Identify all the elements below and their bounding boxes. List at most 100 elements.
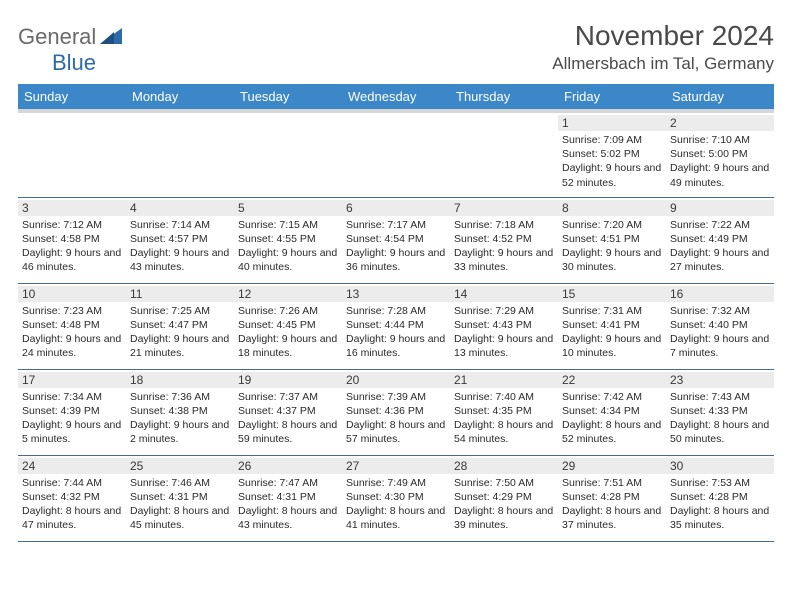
sunset-text: Sunset: 4:57 PM <box>130 232 230 246</box>
day-details: Sunrise: 7:36 AMSunset: 4:38 PMDaylight:… <box>130 390 230 447</box>
day-details: Sunrise: 7:20 AMSunset: 4:51 PMDaylight:… <box>562 218 662 275</box>
day-cell <box>18 111 126 197</box>
sunrise-text: Sunrise: 7:12 AM <box>22 218 122 232</box>
sunrise-text: Sunrise: 7:47 AM <box>238 476 338 490</box>
week-row: 24Sunrise: 7:44 AMSunset: 4:32 PMDayligh… <box>18 455 774 541</box>
logo-triangle-icon <box>100 26 122 49</box>
daylight-text: Daylight: 8 hours and 45 minutes. <box>130 504 230 532</box>
day-details: Sunrise: 7:25 AMSunset: 4:47 PMDaylight:… <box>130 304 230 361</box>
sunset-text: Sunset: 4:51 PM <box>562 232 662 246</box>
sunset-text: Sunset: 4:33 PM <box>670 404 770 418</box>
day-details: Sunrise: 7:32 AMSunset: 4:40 PMDaylight:… <box>670 304 770 361</box>
sunset-text: Sunset: 4:31 PM <box>238 490 338 504</box>
sunset-text: Sunset: 4:40 PM <box>670 318 770 332</box>
sunrise-text: Sunrise: 7:26 AM <box>238 304 338 318</box>
sunset-text: Sunset: 4:38 PM <box>130 404 230 418</box>
week-row: 3Sunrise: 7:12 AMSunset: 4:58 PMDaylight… <box>18 197 774 283</box>
day-number: 12 <box>234 286 342 302</box>
sunrise-text: Sunrise: 7:34 AM <box>22 390 122 404</box>
daylight-text: Daylight: 9 hours and 52 minutes. <box>562 161 662 189</box>
day-cell: 28Sunrise: 7:50 AMSunset: 4:29 PMDayligh… <box>450 455 558 541</box>
day-number: 27 <box>342 458 450 474</box>
calendar-body: 1Sunrise: 7:09 AMSunset: 5:02 PMDaylight… <box>18 111 774 541</box>
sunset-text: Sunset: 4:44 PM <box>346 318 446 332</box>
day-number: 8 <box>558 200 666 216</box>
day-cell: 8 Sunrise: 7:20 AMSunset: 4:51 PMDaylight… <box>558 197 666 283</box>
sunrise-text: Sunrise: 7:17 AM <box>346 218 446 232</box>
day-cell: 25Sunrise: 7:46 AMSunset: 4:31 PMDayligh… <box>126 455 234 541</box>
sunrise-text: Sunrise: 7:31 AM <box>562 304 662 318</box>
day-cell: 21Sunrise: 7:40 AMSunset: 4:35 PMDayligh… <box>450 369 558 455</box>
dow-saturday: Saturday <box>666 84 774 111</box>
day-of-week-row: Sunday Monday Tuesday Wednesday Thursday… <box>18 84 774 111</box>
day-number: 14 <box>450 286 558 302</box>
day-number: 4 <box>126 200 234 216</box>
day-details: Sunrise: 7:14 AMSunset: 4:57 PMDaylight:… <box>130 218 230 275</box>
day-number: 20 <box>342 372 450 388</box>
sunset-text: Sunset: 4:48 PM <box>22 318 122 332</box>
day-details: Sunrise: 7:50 AMSunset: 4:29 PMDaylight:… <box>454 476 554 533</box>
sunrise-text: Sunrise: 7:15 AM <box>238 218 338 232</box>
daylight-text: Daylight: 9 hours and 33 minutes. <box>454 246 554 274</box>
sunrise-text: Sunrise: 7:10 AM <box>670 133 770 147</box>
day-details: Sunrise: 7:17 AMSunset: 4:54 PMDaylight:… <box>346 218 446 275</box>
dow-wednesday: Wednesday <box>342 84 450 111</box>
sunset-text: Sunset: 5:00 PM <box>670 147 770 161</box>
logo-word1: General <box>18 24 96 50</box>
sunset-text: Sunset: 4:39 PM <box>22 404 122 418</box>
daylight-text: Daylight: 9 hours and 2 minutes. <box>130 418 230 446</box>
dow-tuesday: Tuesday <box>234 84 342 111</box>
day-cell: 6Sunrise: 7:17 AMSunset: 4:54 PMDaylight… <box>342 197 450 283</box>
daylight-text: Daylight: 9 hours and 5 minutes. <box>22 418 122 446</box>
dow-thursday: Thursday <box>450 84 558 111</box>
daylight-text: Daylight: 8 hours and 43 minutes. <box>238 504 338 532</box>
day-details: Sunrise: 7:37 AMSunset: 4:37 PMDaylight:… <box>238 390 338 447</box>
day-number: 26 <box>234 458 342 474</box>
day-number: 16 <box>666 286 774 302</box>
daylight-text: Daylight: 8 hours and 41 minutes. <box>346 504 446 532</box>
daylight-text: Daylight: 9 hours and 27 minutes. <box>670 246 770 274</box>
daylight-text: Daylight: 8 hours and 47 minutes. <box>22 504 122 532</box>
day-details: Sunrise: 7:40 AMSunset: 4:35 PMDaylight:… <box>454 390 554 447</box>
sunset-text: Sunset: 4:47 PM <box>130 318 230 332</box>
dow-friday: Friday <box>558 84 666 111</box>
day-details: Sunrise: 7:51 AMSunset: 4:28 PMDaylight:… <box>562 476 662 533</box>
day-cell: 29Sunrise: 7:51 AMSunset: 4:28 PMDayligh… <box>558 455 666 541</box>
sunrise-text: Sunrise: 7:50 AM <box>454 476 554 490</box>
day-details: Sunrise: 7:53 AMSunset: 4:28 PMDaylight:… <box>670 476 770 533</box>
sunset-text: Sunset: 4:49 PM <box>670 232 770 246</box>
daylight-text: Daylight: 8 hours and 35 minutes. <box>670 504 770 532</box>
day-number: 3 <box>18 200 126 216</box>
day-cell: 16 Sunrise: 7:32 AMSunset: 4:40 PMDayligh… <box>666 283 774 369</box>
sunrise-text: Sunrise: 7:53 AM <box>670 476 770 490</box>
sunrise-text: Sunrise: 7:18 AM <box>454 218 554 232</box>
daylight-text: Daylight: 8 hours and 39 minutes. <box>454 504 554 532</box>
day-details: Sunrise: 7:29 AMSunset: 4:43 PMDaylight:… <box>454 304 554 361</box>
sunrise-text: Sunrise: 7:42 AM <box>562 390 662 404</box>
calendar-table: Sunday Monday Tuesday Wednesday Thursday… <box>18 84 774 542</box>
day-details: Sunrise: 7:18 AMSunset: 4:52 PMDaylight:… <box>454 218 554 275</box>
daylight-text: Daylight: 9 hours and 43 minutes. <box>130 246 230 274</box>
day-details: Sunrise: 7:31 AMSunset: 4:41 PMDaylight:… <box>562 304 662 361</box>
day-details: Sunrise: 7:42 AMSunset: 4:34 PMDaylight:… <box>562 390 662 447</box>
daylight-text: Daylight: 9 hours and 46 minutes. <box>22 246 122 274</box>
day-number: 10 <box>18 286 126 302</box>
daylight-text: Daylight: 8 hours and 37 minutes. <box>562 504 662 532</box>
sunrise-text: Sunrise: 7:46 AM <box>130 476 230 490</box>
day-details: Sunrise: 7:09 AMSunset: 5:02 PMDaylight:… <box>562 133 662 190</box>
day-cell: 15Sunrise: 7:31 AMSunset: 4:41 PMDayligh… <box>558 283 666 369</box>
day-cell: 11Sunrise: 7:25 AMSunset: 4:47 PMDayligh… <box>126 283 234 369</box>
sunset-text: Sunset: 4:43 PM <box>454 318 554 332</box>
sunrise-text: Sunrise: 7:39 AM <box>346 390 446 404</box>
day-number: 22 <box>558 372 666 388</box>
daylight-text: Daylight: 9 hours and 13 minutes. <box>454 332 554 360</box>
sunrise-text: Sunrise: 7:36 AM <box>130 390 230 404</box>
day-number: 23 <box>666 372 774 388</box>
day-cell: 14 Sunrise: 7:29 AMSunset: 4:43 PMDayligh… <box>450 283 558 369</box>
daylight-text: Daylight: 9 hours and 7 minutes. <box>670 332 770 360</box>
day-cell <box>126 111 234 197</box>
day-details: Sunrise: 7:49 AMSunset: 4:30 PMDaylight:… <box>346 476 446 533</box>
day-cell <box>450 111 558 197</box>
sunset-text: Sunset: 4:45 PM <box>238 318 338 332</box>
day-cell: 1Sunrise: 7:09 AMSunset: 5:02 PMDaylight… <box>558 111 666 197</box>
